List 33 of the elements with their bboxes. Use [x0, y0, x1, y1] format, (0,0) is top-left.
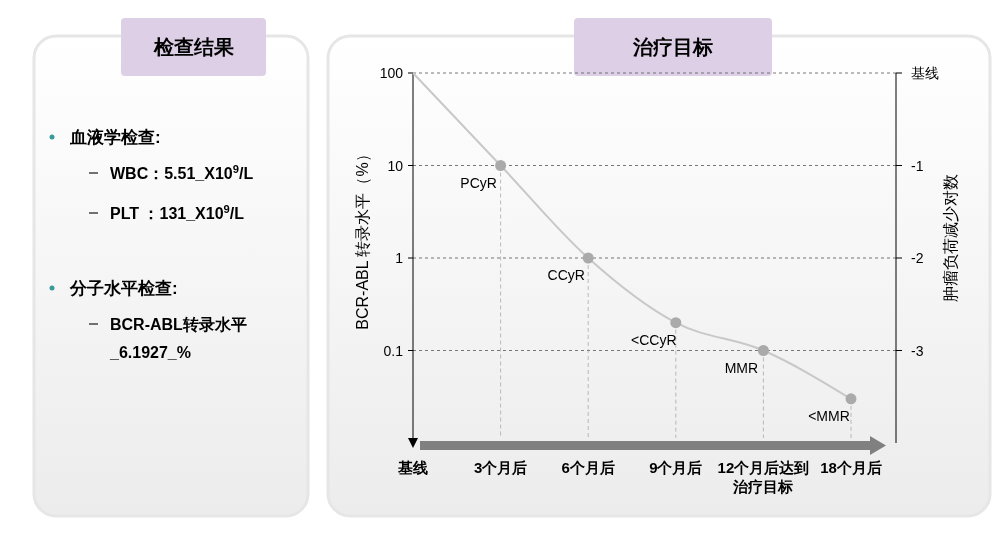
- y2-axis-title: 肿瘤负荷减少对数: [942, 174, 959, 302]
- text: WBC：5.51_X10$^{9}$/L: [110, 163, 254, 182]
- x-tick-label: 3个月后: [473, 459, 528, 476]
- annotation: PCyR: [460, 174, 497, 191]
- point: [670, 317, 682, 329]
- y2-tick-label: -2: [911, 250, 924, 266]
- text: BCR-ABL转录水平_6.1927_%: [109, 316, 247, 361]
- point: [757, 345, 769, 356]
- chart-title: 治疗目标: [632, 36, 713, 58]
- x-tick-label: 12个月后达到治疗目标: [717, 459, 810, 495]
- x-tick-label: 6个月后: [561, 459, 615, 476]
- point: [495, 160, 507, 171]
- point: [582, 252, 594, 264]
- annotation: CCyR: [547, 267, 585, 283]
- x-tick-label: 基线: [397, 459, 428, 476]
- y-tick-label: 100: [379, 65, 404, 81]
- annotation: MMR: [724, 359, 759, 376]
- y-tick-label: 1: [395, 250, 404, 266]
- y2-tick-label: -3: [911, 342, 924, 359]
- y-axis-title: BCR-ABL 转录水平（%）: [354, 146, 371, 330]
- text: 检查结果: [152, 36, 235, 58]
- text: 血液学检查:: [69, 128, 161, 147]
- text: PLT ：131_X10$^{9}$/L: [110, 203, 245, 222]
- y-tick-label: 0.1: [383, 342, 404, 359]
- x-tick-label: 18个月后: [820, 459, 882, 476]
- x-tick-label: 9个月后: [649, 459, 703, 476]
- annotation: <MMR: [808, 407, 850, 424]
- y-tick-label: 10: [387, 157, 404, 174]
- annotation: <CCyR: [631, 331, 677, 348]
- y2-tick-label: -1: [911, 157, 924, 174]
- point: [845, 393, 857, 405]
- y2-tick-label: 基线: [911, 65, 939, 81]
- text: 分子水平检查:: [69, 279, 178, 298]
